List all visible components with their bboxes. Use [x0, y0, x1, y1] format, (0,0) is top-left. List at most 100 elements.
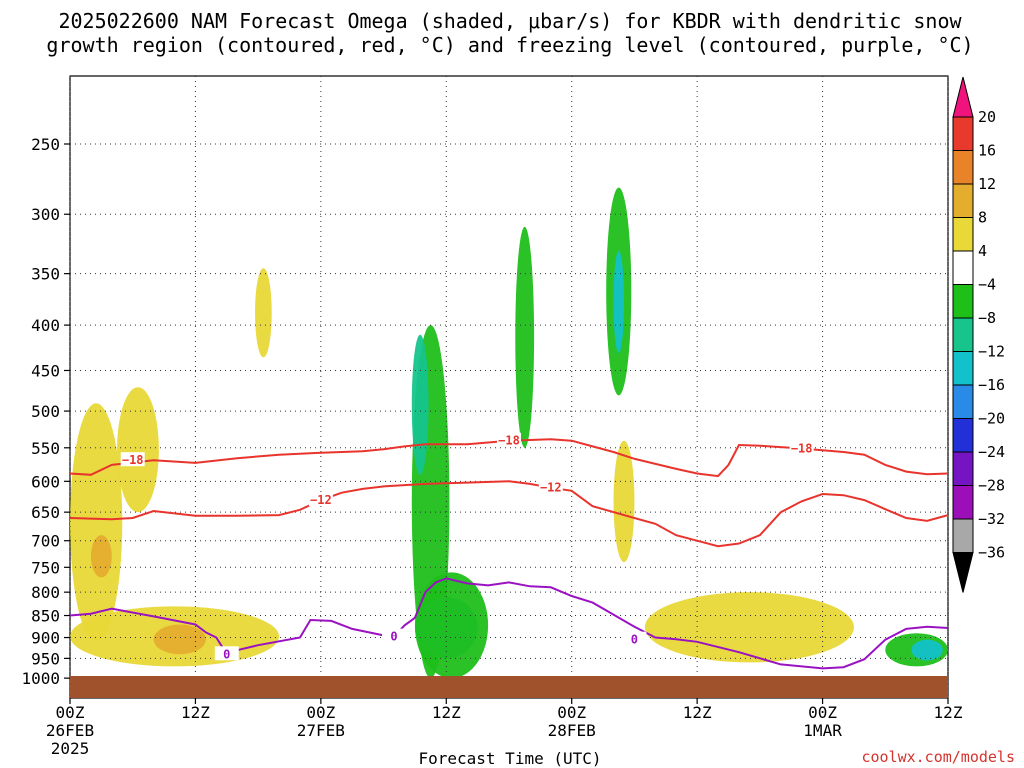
y-tick-label-500: 500	[31, 402, 60, 421]
colorbar-label-3: 8	[978, 209, 987, 227]
x-axis-title: Forecast Time (UTC)	[418, 749, 601, 768]
label-freezing-c: 0	[631, 633, 638, 647]
y-tick-label-1000: 1000	[21, 669, 60, 688]
y-tick-label-350: 350	[31, 265, 60, 284]
colorbar-bottom-arrow	[952, 552, 974, 593]
contours: −18 −18 −18 −12 −12 0 0 0	[69, 432, 949, 670]
omega-shading	[69, 187, 949, 679]
isotherm-minus18-line	[69, 438, 949, 478]
colorbar-swatch-3	[952, 183, 974, 218]
colorbar-label-10: −24	[978, 443, 1005, 461]
grid-lines	[69, 76, 949, 698]
label-minus12-a-bg	[308, 492, 333, 507]
colorbar-label-9: −20	[978, 410, 1005, 428]
omega-region-14	[644, 592, 854, 663]
x-tick-label-60: 12Z	[683, 703, 712, 722]
x-tick-label-12: 12Z	[181, 703, 210, 722]
x-tick-date-24: 27FEB	[297, 721, 345, 740]
omega-region-13	[613, 440, 635, 563]
omega-region-7	[411, 334, 429, 475]
colorbar-swatch-13	[952, 518, 974, 553]
x-tick-label-84: 12Z	[934, 703, 963, 722]
label-minus12-b-bg	[538, 479, 563, 494]
isotherm-minus12-line	[69, 480, 949, 548]
colorbar-label-13: −36	[978, 544, 1005, 562]
colorbar-swatch-7	[952, 317, 974, 352]
omega-region-2	[255, 268, 272, 358]
omega-region-12	[613, 250, 624, 353]
y-tick-label-650: 650	[31, 503, 60, 522]
y-tick-label-800: 800	[31, 583, 60, 602]
y-tick-label-300: 300	[31, 205, 60, 224]
y-tick-label-400: 400	[31, 316, 60, 335]
label-minus18-a: −18	[122, 453, 144, 467]
x-tick-label-24: 00Z	[306, 703, 335, 722]
x-tick-date-48: 28FEB	[548, 721, 596, 740]
x-tick-label-36: 12Z	[432, 703, 461, 722]
y-tick-label-250: 250	[31, 135, 60, 154]
label-minus18-b-bg	[497, 432, 521, 447]
colorbar-label-7: −12	[978, 343, 1005, 361]
colorbar-swatch-8	[952, 351, 974, 386]
omega-region-16	[911, 639, 943, 661]
x-tick-date-72: 1MAR	[803, 721, 842, 740]
colorbar-swatch-6	[952, 284, 974, 319]
colorbar-swatch-11	[952, 451, 974, 486]
x-tick-label-48: 00Z	[557, 703, 586, 722]
colorbar-label-5: −4	[978, 276, 996, 294]
label-freezing-a-bg	[214, 646, 239, 661]
axes: 250 300 350 400 450 500 550 600 650 700 750 800 850 9…	[21, 135, 962, 758]
x-tick-label-0: 00Z	[56, 703, 85, 722]
colorbar-label-12: −32	[978, 510, 1005, 528]
colorbar-swatch-1	[952, 116, 974, 151]
credit-text[interactable]: coolwx.com/models	[861, 748, 1015, 766]
colorbar-label-0: 20	[978, 108, 996, 126]
chart-title-line2: growth region (contoured, red, °C) and f…	[46, 33, 973, 57]
label-minus18-b: −18	[498, 434, 520, 448]
label-minus12-b: −12	[540, 481, 562, 495]
y-tick-label-600: 600	[31, 472, 60, 491]
colorbar-swatch-2	[952, 150, 974, 185]
y-tick-label-900: 900	[31, 629, 60, 648]
colorbar-top-arrow	[952, 76, 974, 118]
x-tick-date-0: 26FEB	[46, 721, 94, 740]
omega-region-4	[90, 535, 112, 578]
label-minus12-a: −12	[310, 493, 332, 507]
colorbar-swatch-10	[952, 418, 974, 453]
y-tick-label-450: 450	[31, 361, 60, 380]
label-minus18-c-bg	[789, 440, 814, 455]
omega-region-5	[153, 624, 206, 655]
colorbar-swatch-5	[952, 250, 974, 285]
colorbar-swatch-4	[952, 217, 974, 252]
label-freezing-b: 0	[390, 630, 397, 644]
y-tick-label-750: 750	[31, 558, 60, 577]
y-tick-label-850: 850	[31, 607, 60, 626]
x-tick-year-0: 2025	[51, 739, 90, 758]
omega-region-10	[515, 226, 535, 448]
colorbar-swatch-9	[952, 384, 974, 419]
label-minus18-c: −18	[791, 441, 813, 455]
colorbar: 20 16 12 8 4 −4 −8 −12 −16 −20 −24 −28 −32 −36	[952, 76, 1005, 593]
omega-region-9	[414, 572, 489, 679]
colorbar-label-1: 16	[978, 142, 996, 160]
colorbar-swatch-12	[952, 485, 974, 520]
colorbar-label-11: −28	[978, 477, 1005, 495]
colorbar-label-8: −16	[978, 376, 1005, 394]
chart-title-line1: 2025022600 NAM Forecast Omega (shaded, μ…	[58, 9, 962, 33]
label-freezing-b-bg	[382, 628, 407, 643]
y-tick-label-550: 550	[31, 439, 60, 458]
colorbar-label-2: 12	[978, 175, 996, 193]
omega-region-1	[117, 387, 159, 513]
colorbar-label-6: −8	[978, 309, 996, 327]
label-freezing-a: 0	[223, 647, 230, 661]
x-tick-label-72: 00Z	[808, 703, 837, 722]
label-freezing-c-bg	[622, 631, 647, 646]
plot-area	[69, 75, 949, 699]
y-tick-label-700: 700	[31, 532, 60, 551]
colorbar-label-4: 4	[978, 242, 987, 260]
surface-ground	[70, 676, 948, 698]
omega-region-0	[70, 403, 123, 642]
y-tick-label-950: 950	[31, 649, 60, 668]
label-minus18-a-bg	[120, 452, 145, 467]
